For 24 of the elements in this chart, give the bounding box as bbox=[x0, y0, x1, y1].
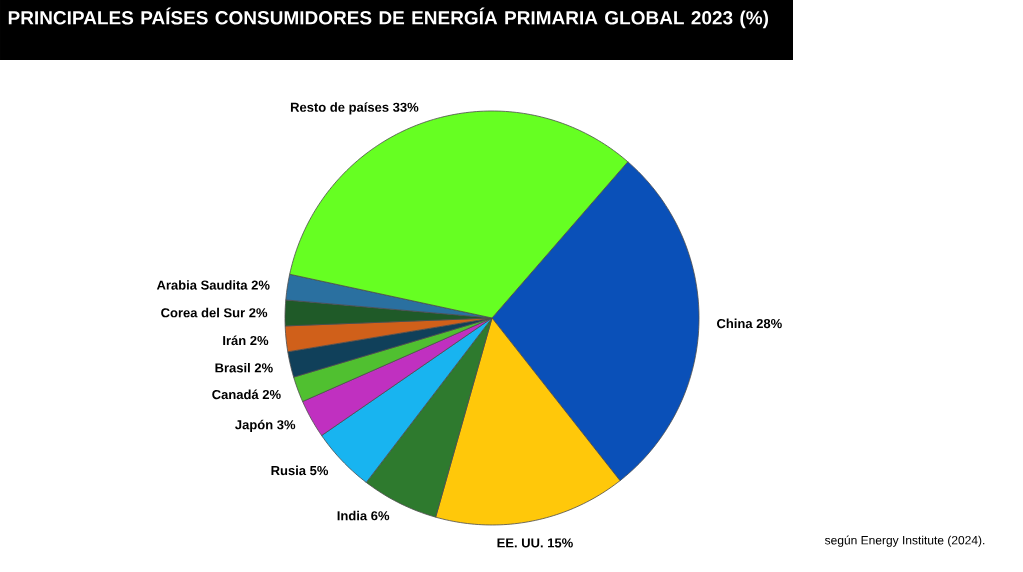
text: según Energy Institute (2024). bbox=[824, 535, 985, 547]
data-label: 6% bbox=[371, 511, 390, 521]
slice-label: EE. UU. bbox=[497, 538, 543, 548]
data-label: 2% bbox=[262, 389, 281, 400]
data-label: 5% bbox=[310, 465, 329, 476]
data-label: 15% bbox=[548, 538, 573, 548]
data-label: 2% bbox=[249, 308, 268, 318]
slice-label: Arabia Saudita bbox=[156, 280, 248, 290]
slice-label: China bbox=[717, 318, 753, 329]
slice-label: Canadá bbox=[212, 389, 259, 400]
slice-label: India bbox=[337, 510, 368, 521]
data-label: 3% bbox=[277, 420, 296, 430]
slice-label: Rusia bbox=[271, 465, 307, 476]
chart-title: PRINCIPALES PAÍSES CONSUMIDORES DE ENERGÍA PRIMARIA GLOBAL 2023 (%) bbox=[8, 7, 769, 29]
slice-label: Irán bbox=[223, 335, 246, 346]
slice-label: Japón bbox=[235, 419, 273, 432]
data-label: 2% bbox=[251, 280, 270, 290]
data-label: 28% bbox=[756, 318, 782, 329]
slice-label: Corea del Sur bbox=[161, 307, 245, 318]
data-label: 2% bbox=[250, 335, 269, 346]
slice-label: Brasil bbox=[215, 362, 250, 373]
data-label: 33% bbox=[392, 102, 419, 112]
slice-label: Resto de países bbox=[290, 102, 389, 115]
data-label: 2% bbox=[254, 363, 273, 373]
